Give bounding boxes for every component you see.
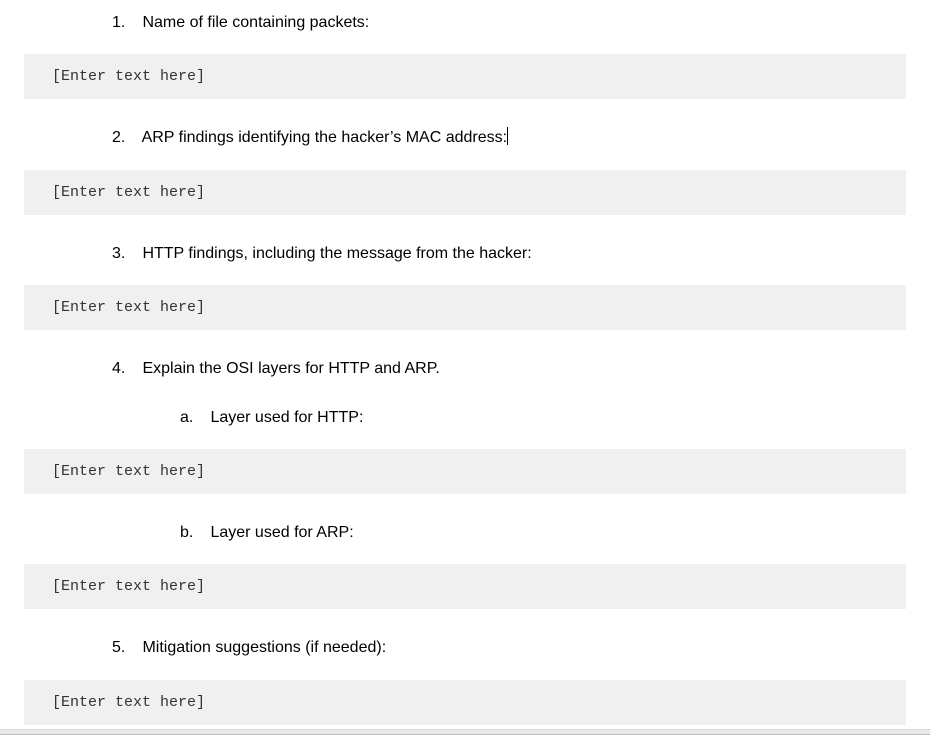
list-marker: a.: [180, 407, 206, 429]
placeholder-text: [Enter text here]: [52, 694, 205, 711]
list-item-2: 2. ARP findings identifying the hacker’s…: [0, 115, 930, 163]
text-input-4a[interactable]: [Enter text here]: [24, 449, 906, 494]
list-item-5: 5. Mitigation suggestions (if needed):: [0, 625, 930, 673]
list-label: HTTP findings, including the message fro…: [142, 245, 531, 262]
list-subitem-4a: a. Layer used for HTTP:: [0, 395, 930, 443]
text-cursor-icon: [507, 127, 508, 145]
placeholder-text: [Enter text here]: [52, 184, 205, 201]
placeholder-text: [Enter text here]: [52, 299, 205, 316]
text-input-3[interactable]: [Enter text here]: [24, 285, 906, 330]
list-label: Mitigation suggestions (if needed):: [142, 639, 386, 656]
list-item-1: 1. Name of file containing packets:: [0, 0, 930, 48]
placeholder-text: [Enter text here]: [52, 68, 205, 85]
list-marker: 4.: [112, 358, 138, 380]
list-item-4: 4. Explain the OSI layers for HTTP and A…: [0, 346, 930, 394]
document-body: 1. Name of file containing packets: [Ent…: [0, 0, 930, 735]
placeholder-text: [Enter text here]: [52, 578, 205, 595]
list-label: Explain the OSI layers for HTTP and ARP.: [142, 360, 439, 377]
list-marker: 1.: [112, 12, 138, 34]
list-label: Name of file containing packets:: [142, 14, 369, 31]
list-item-3: 3. HTTP findings, including the message …: [0, 231, 930, 279]
text-input-2[interactable]: [Enter text here]: [24, 170, 906, 215]
text-input-5[interactable]: [Enter text here]: [24, 680, 906, 725]
placeholder-text: [Enter text here]: [52, 463, 205, 480]
list-marker: 5.: [112, 637, 138, 659]
list-marker: 2.: [112, 127, 138, 149]
list-label: Layer used for ARP:: [210, 524, 353, 541]
list-marker: b.: [180, 522, 206, 544]
text-input-1[interactable]: [Enter text here]: [24, 54, 906, 99]
list-label: Layer used for HTTP:: [210, 409, 363, 426]
list-marker: 3.: [112, 243, 138, 265]
text-input-4b[interactable]: [Enter text here]: [24, 564, 906, 609]
list-subitem-4b: b. Layer used for ARP:: [0, 510, 930, 558]
list-label: ARP findings identifying the hacker’s MA…: [142, 129, 508, 146]
